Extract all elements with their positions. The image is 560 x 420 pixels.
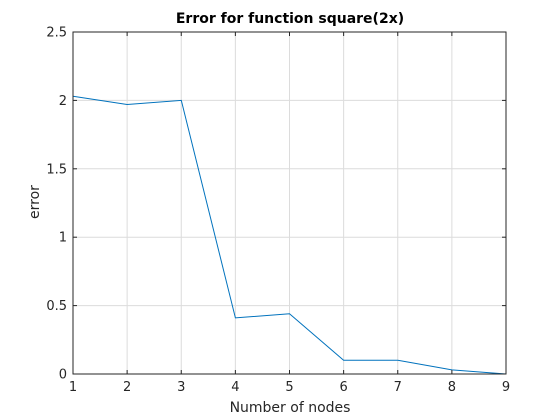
x-tick-label: 8 (448, 380, 456, 395)
y-tick-label: 0.5 (46, 299, 67, 314)
series-line (72, 95, 507, 375)
grid (72, 31, 507, 375)
x-axis-label: Number of nodes (230, 400, 351, 416)
y-tick-label: 2.5 (46, 26, 67, 41)
y-tick-label: 0 (59, 368, 67, 383)
x-tick-label: 3 (177, 380, 185, 395)
x-tick-label: 6 (339, 380, 347, 395)
y-tick-label: 1.5 (46, 162, 67, 177)
tick-labels: 1 2 3 4 5 6 7 8 9 0 0.5 1 1.5 2 2.5 (46, 26, 510, 396)
axes (72, 31, 507, 375)
chart-title: Error for function square(2x) (176, 11, 404, 27)
x-tick-label: 7 (394, 380, 402, 395)
y-tick-label: 1 (59, 231, 67, 246)
y-tick-label: 2 (59, 94, 67, 109)
x-tick-label: 2 (123, 380, 131, 395)
x-tick-label: 5 (285, 380, 293, 395)
series-layer (72, 95, 507, 375)
x-tick-label: 9 (502, 380, 510, 395)
x-tick-label: 1 (69, 380, 77, 395)
y-axis-label: error (27, 185, 43, 219)
x-tick-label: 4 (231, 380, 239, 395)
